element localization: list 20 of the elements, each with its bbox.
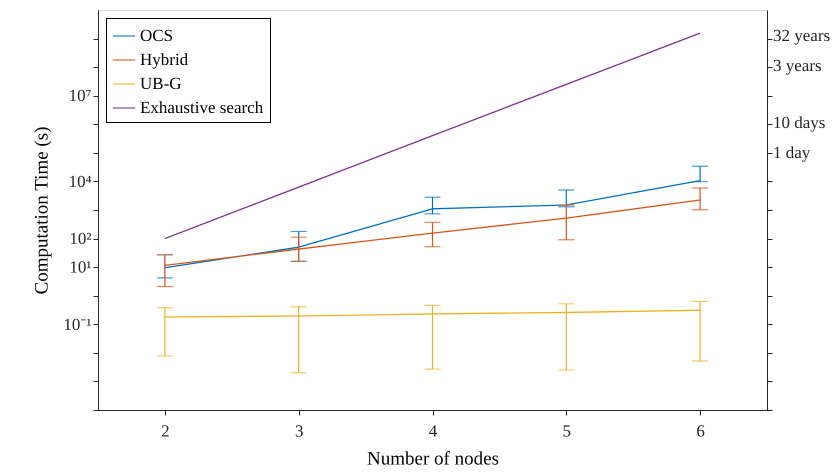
- y-axis-title: Computation Time (s): [31, 126, 52, 294]
- x-tick-label: 5: [562, 422, 572, 440]
- legend-label: Hybrid: [140, 50, 189, 69]
- y-tick-label: 10¹: [69, 258, 92, 277]
- legend-label: UB-G: [140, 74, 182, 93]
- text: 1 day: [773, 143, 811, 162]
- x-tick-label: 2: [161, 422, 170, 440]
- legend-label: OCS: [140, 26, 174, 45]
- y-tick-label: 10²: [69, 229, 92, 248]
- y-tick-label: 10⁷: [68, 86, 92, 106]
- x-tick-label: 4: [428, 422, 438, 440]
- legend-label: Exhaustive search: [140, 98, 264, 117]
- text: 32 years: [773, 26, 830, 45]
- x-tick-label: 3: [294, 422, 304, 440]
- text: 3 years: [773, 56, 822, 75]
- text: 10 days: [773, 113, 826, 132]
- x-axis-title: Number of nodes: [367, 448, 499, 470]
- y-tick-label: 10⁴: [68, 172, 92, 191]
- x-tick-label: 6: [696, 422, 705, 440]
- y-tick-label: 10⁻¹: [63, 314, 92, 334]
